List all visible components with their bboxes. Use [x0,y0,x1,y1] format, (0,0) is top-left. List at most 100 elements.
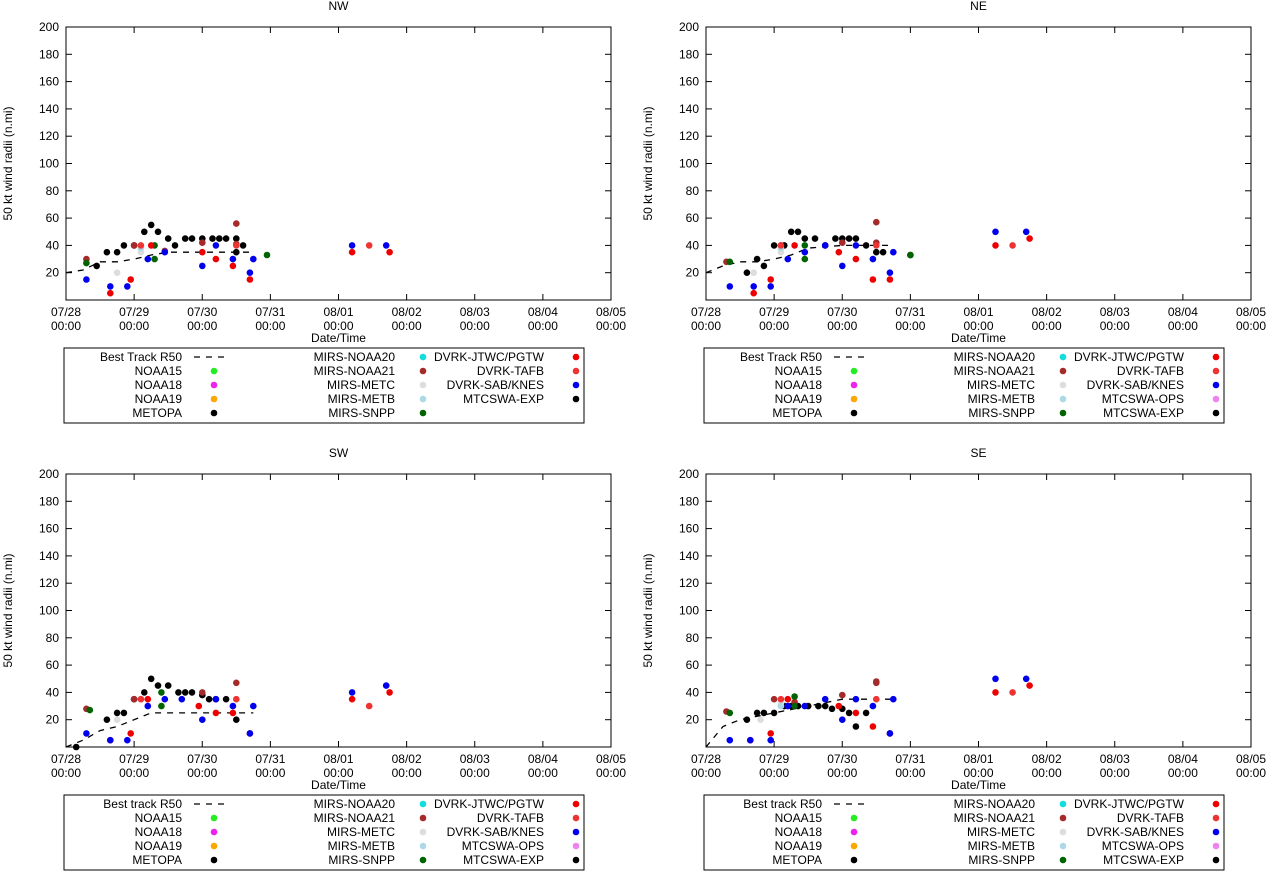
x-tick-label-date: 07/29 [759,305,789,319]
series-dvrk-sab-knes [726,228,1030,290]
legend-label: METOPA [772,406,822,420]
legend-marker [210,395,218,403]
data-point [832,235,839,242]
y-tick-label: 160 [679,522,699,536]
legend-label: NOAA18 [135,378,183,392]
legend-label: MTCSWA-EXP [463,392,544,406]
series-dvrk-jtwc-pgtw [107,242,393,297]
y-axis-label: 50 kt wind radii (n.mi) [641,553,655,667]
data-point [784,702,792,710]
legend-label: MIRS-METC [327,378,395,392]
data-point [750,269,757,277]
legend-label: DVRK-TAFB [477,364,544,378]
chart-title: SW [329,446,349,460]
legend-marker [210,381,218,389]
y-tick-label: 100 [39,157,59,171]
x-tick-label-date: 07/29 [759,752,789,766]
legend-label: MIRS-NOAA21 [314,811,396,825]
chart-title: NE [970,0,987,13]
data-point [821,702,829,710]
data-point [154,682,162,689]
data-point [205,695,213,703]
data-point [195,702,203,710]
legend-label: METOPA [132,853,182,867]
y-tick-label: 60 [46,211,60,225]
legend-marker [419,828,427,836]
x-tick-label-time: 00:00 [1032,766,1062,780]
series-mirs-snpp [726,242,914,266]
x-tick-label-time: 00:00 [596,319,626,333]
x-tick-label-time: 00:00 [759,319,789,333]
data-point [209,235,216,242]
legend-marker [1212,856,1220,864]
legend-label: MIRS-NOAA21 [954,364,1036,378]
y-tick-label: 180 [679,494,699,508]
legend-label: MIRS-NOAA20 [314,350,396,364]
legend-label: DVRK-SAB/KNES [1087,825,1184,839]
legend-marker [572,395,580,403]
data-point [83,730,90,737]
data-point [777,702,785,710]
data-point [164,235,172,242]
data-point [161,248,169,256]
x-tick-label-date: 07/28 [51,305,81,319]
data-point [869,255,877,263]
legend-marker [419,800,427,808]
data-point [726,736,734,744]
data-point [348,695,356,703]
x-tick-label-time: 00:00 [51,766,81,780]
legend-marker [850,842,858,850]
series-dvrk-tafb [777,242,1016,249]
data-point [188,689,196,696]
x-tick-label-time: 00:00 [895,319,925,333]
x-tick-label-time: 00:00 [255,319,285,333]
data-point [212,709,220,717]
legend-box [703,347,1225,424]
legend-label: NOAA18 [135,825,183,839]
data-point [246,276,254,283]
legend-marker [1212,353,1220,361]
data-point [839,262,846,270]
data-point [828,705,836,713]
x-tick-label-time: 00:00 [1100,319,1130,333]
legend-marker [1212,800,1220,808]
data-point [852,723,860,730]
x-tick-label-time: 00:00 [691,319,721,333]
y-tick-label: 120 [39,576,59,590]
data-point [229,262,237,270]
data-point [120,242,128,249]
legend-label: MIRS-METC [967,378,1035,392]
data-point [348,242,356,249]
legend-marker [572,381,580,389]
legend-label: NOAA15 [775,364,823,378]
legend-label: METOPA [772,853,822,867]
data-point [222,235,230,242]
y-tick-label: 20 [46,266,60,280]
x-tick-label-time: 00:00 [187,766,217,780]
legend-label: NOAA18 [775,825,823,839]
data-point [726,258,734,266]
data-point [175,689,182,696]
chart-panel-se: SE2040608010012014016018020007/2800:0007… [641,446,1266,871]
data-point [239,242,247,249]
legend-marker [1059,856,1067,864]
legend-marker [1212,814,1220,822]
series-dvrk-sab-knes [83,682,390,744]
legend-marker [572,367,580,375]
legend-label: MIRS-METC [967,825,1035,839]
legend-marker [850,409,858,417]
y-tick-label: 80 [686,631,700,645]
data-point [890,248,897,256]
data-point [750,289,757,297]
legend-marker [572,828,580,836]
legend-marker [419,353,427,361]
data-point [229,702,237,710]
x-tick-label-date: 08/03 [460,752,490,766]
x-tick-label-time: 00:00 [1236,766,1266,780]
legend-label: NOAA15 [135,811,183,825]
legend-marker [1212,409,1220,417]
data-point [992,242,999,249]
legend-label: MIRS-METB [328,392,395,406]
y-tick-label: 140 [39,549,59,563]
series-metopa [743,702,870,730]
